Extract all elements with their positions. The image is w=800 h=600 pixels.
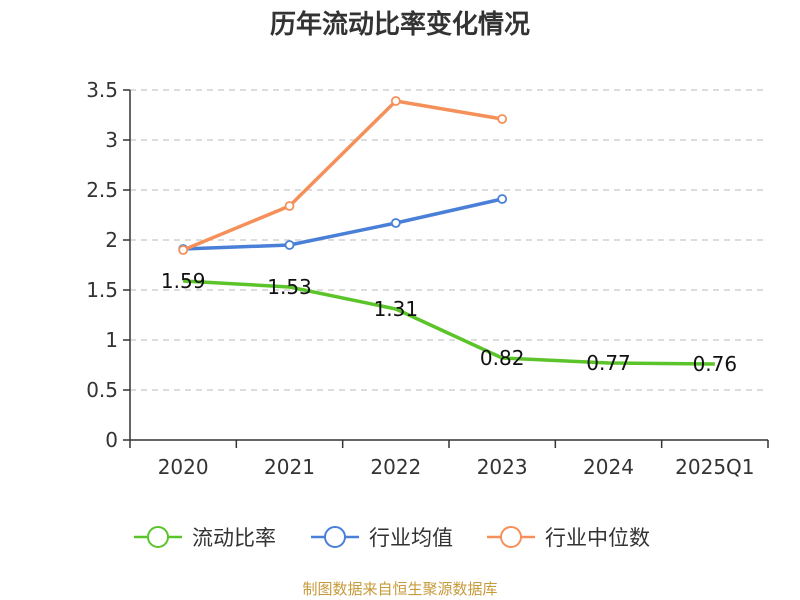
series-layer [178, 96, 715, 366]
data-label: 0.82 [480, 346, 525, 370]
data-labels: 1.59 1.53 1.31 0.82 0.77 0.76 [161, 269, 737, 376]
x-tick-label: 2023 [477, 455, 528, 479]
y-tick-label: 1.5 [86, 278, 118, 302]
data-label: 1.53 [267, 275, 312, 299]
legend-marker [324, 526, 346, 548]
data-label: 0.76 [693, 352, 738, 376]
legend-item[interactable]: 流动比率 [134, 526, 276, 550]
legend-item[interactable]: 行业均值 [311, 526, 453, 550]
legend[interactable]: 流动比率 行业均值 行业中位数 [134, 526, 650, 550]
axes: 0 0.5 1 1.5 2 2.5 3 3.5 2020 2021 2022 2023 2024 2025… [86, 78, 769, 479]
y-tick-label: 1 [105, 328, 118, 352]
x-tick-label: 2025Q1 [675, 455, 754, 479]
data-point [497, 194, 508, 204]
series-0 [183, 279, 715, 366]
legend-marker [147, 526, 169, 548]
series-2 [178, 96, 508, 255]
y-tick-label: 3.5 [86, 78, 118, 102]
y-tick-label: 0.5 [86, 378, 118, 402]
chart-title: 历年流动比率变化情况 [270, 9, 530, 40]
data-label: 0.77 [586, 351, 631, 375]
grid-layer [130, 89, 768, 391]
y-tick-label: 3 [105, 128, 118, 152]
y-tick-label: 2 [105, 228, 118, 252]
source-note: 制图数据来自恒生聚源数据库 [302, 580, 497, 598]
y-tick-label: 2.5 [86, 178, 118, 202]
series-1 [178, 194, 508, 254]
data-label: 1.31 [374, 297, 419, 321]
series-line [182, 99, 503, 252]
legend-label: 行业均值 [369, 526, 453, 550]
data-point [390, 218, 401, 228]
data-label: 1.59 [161, 269, 206, 293]
legend-item[interactable]: 行业中位数 [487, 526, 650, 550]
legend-label: 流动比率 [192, 526, 276, 550]
data-point [178, 245, 189, 255]
data-point [284, 240, 295, 250]
x-tick-label: 2024 [583, 455, 634, 479]
series-line [183, 279, 715, 366]
data-point [497, 114, 508, 124]
x-tick-label: 2022 [370, 455, 421, 479]
legend-marker [500, 526, 522, 548]
data-point [284, 201, 295, 211]
data-point [390, 96, 401, 106]
y-tick-label: 0 [105, 428, 118, 452]
legend-label: 行业中位数 [545, 526, 650, 550]
x-tick-label: 2021 [264, 455, 315, 479]
series-line [183, 197, 503, 251]
x-tick-label: 2020 [158, 455, 209, 479]
